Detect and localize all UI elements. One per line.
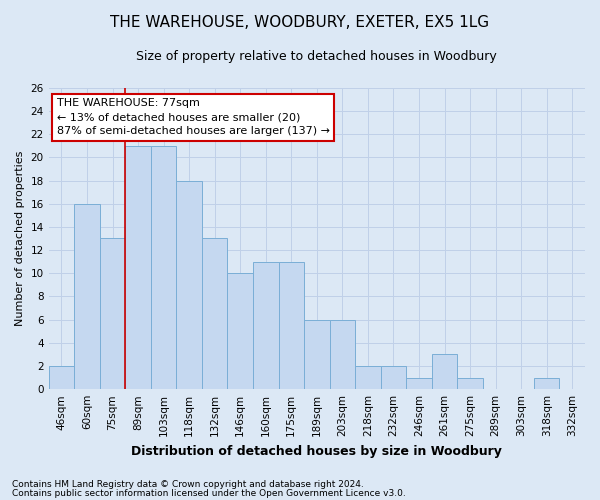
Bar [100,238,125,389]
Bar [304,320,329,389]
Y-axis label: Number of detached properties: Number of detached properties [15,151,25,326]
Bar [432,354,457,389]
Bar [329,320,355,389]
Bar [457,378,483,389]
Bar [534,378,559,389]
Text: THE WAREHOUSE, WOODBURY, EXETER, EX5 1LG: THE WAREHOUSE, WOODBURY, EXETER, EX5 1LG [110,15,490,30]
Text: Contains HM Land Registry data © Crown copyright and database right 2024.: Contains HM Land Registry data © Crown c… [12,480,364,489]
Title: Size of property relative to detached houses in Woodbury: Size of property relative to detached ho… [136,50,497,63]
Bar [176,180,202,389]
Bar [253,262,278,389]
Bar [227,274,253,389]
Bar [125,146,151,389]
X-axis label: Distribution of detached houses by size in Woodbury: Distribution of detached houses by size … [131,444,502,458]
Text: Contains public sector information licensed under the Open Government Licence v3: Contains public sector information licen… [12,488,406,498]
Bar [74,204,100,389]
Bar [278,262,304,389]
Text: THE WAREHOUSE: 77sqm
← 13% of detached houses are smaller (20)
87% of semi-detac: THE WAREHOUSE: 77sqm ← 13% of detached h… [57,98,330,136]
Bar [355,366,380,389]
Bar [380,366,406,389]
Bar [202,238,227,389]
Bar [49,366,74,389]
Bar [151,146,176,389]
Bar [406,378,432,389]
